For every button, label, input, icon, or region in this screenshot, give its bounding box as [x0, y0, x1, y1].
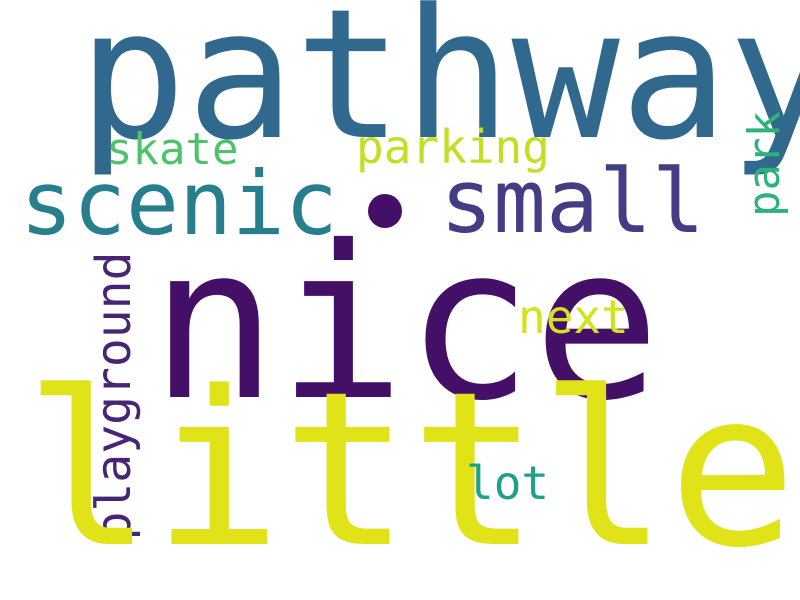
word-lot: lot [466, 456, 550, 510]
word-nice: nice [150, 200, 661, 447]
word-little: little [24, 346, 798, 595]
word-park: park [739, 111, 790, 217]
word-parking: parking [356, 120, 550, 174]
word-small: small [440, 150, 705, 253]
word-pathway: pathway [78, 0, 800, 180]
word-scenic: scenic [20, 152, 338, 255]
word-next: next [518, 290, 629, 344]
separator-dot [368, 194, 402, 228]
word-skate: skate [106, 124, 239, 175]
